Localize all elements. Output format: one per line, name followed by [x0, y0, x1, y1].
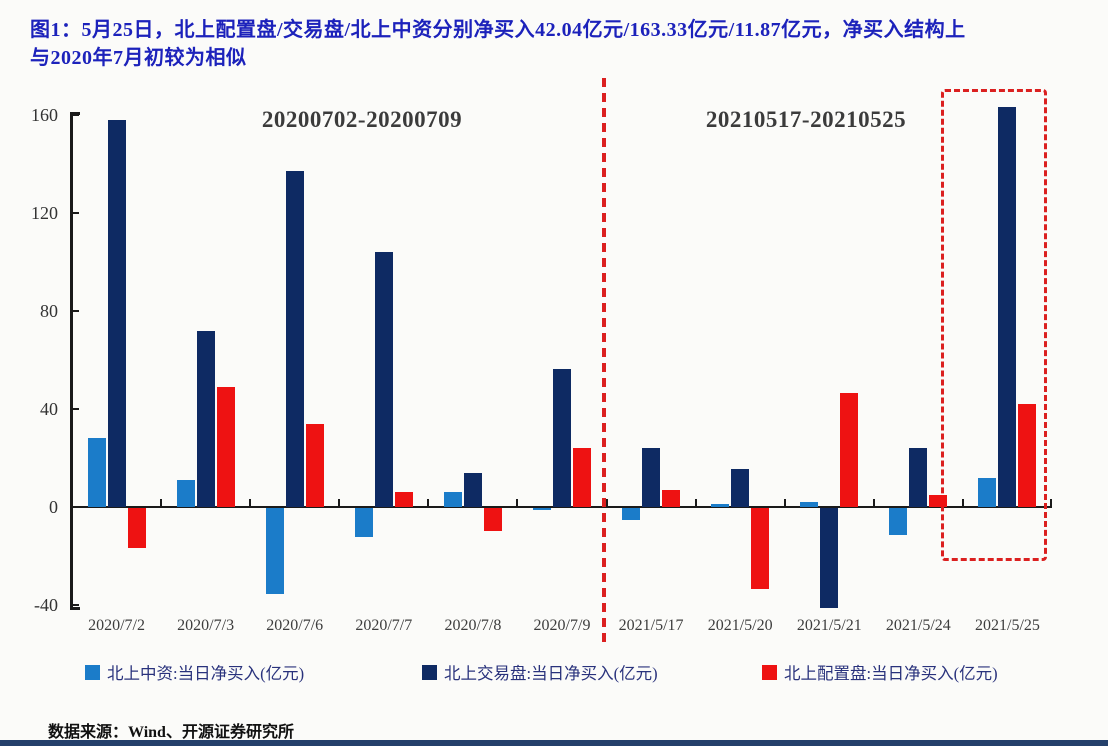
red-dashed-highlight-box [941, 89, 1047, 561]
legend-label-peizhipan: 北上配置盘:当日净买入(亿元) [784, 664, 998, 683]
legend-label-jiaoyipan: 北上交易盘:当日净买入(亿元) [444, 664, 658, 683]
x-category-label-2020/7/3: 2020/7/3 [177, 617, 235, 634]
period-label-2021: 20210517-20210525 [705, 107, 907, 132]
bar-series2-2021/5/24 [929, 494, 948, 507]
y-tick-mark [72, 114, 79, 116]
x-tick-mark [694, 499, 697, 506]
figure-title-line1: 图1：5月25日，北上配置盘/交易盘/北上中资分别净买入42.04亿元/163.… [30, 19, 966, 41]
y-axis-bottom-hook [70, 607, 80, 610]
y-tick-label-160: 160 [31, 105, 58, 125]
y-axis-line [70, 112, 73, 609]
legend-item-peizhipan: 北上配置盘:当日净买入(亿元) [762, 660, 998, 684]
x-category-label-2021/5/17: 2021/5/17 [618, 617, 684, 634]
x-category-label-2021/5/20: 2021/5/20 [707, 617, 773, 634]
x-tick-mark [338, 499, 341, 506]
legend-swatch-lightblue [85, 664, 100, 680]
bottom-rule [0, 740, 1108, 746]
bar-series2-2020/7/9 [573, 448, 591, 507]
figure-title-line2: 与2020年7月初较为相似 [30, 47, 247, 69]
x-tick-mark [516, 499, 519, 506]
bar-series2-2021/5/20 [751, 508, 770, 589]
bar-series1-2021/5/20 [731, 469, 750, 507]
x-category-label-2021/5/25: 2021/5/25 [975, 617, 1040, 634]
y-tick-mark [72, 408, 79, 410]
y-tick-label-40: 40 [40, 399, 58, 419]
bar-series1-2021/5/17 [642, 448, 661, 507]
bar-series2-2020/7/3 [216, 386, 235, 507]
x-tick-mark [961, 499, 964, 506]
period-label-2020: 20200702-20200709 [261, 107, 463, 132]
bar-series1-2021/5/25 [998, 106, 1017, 507]
x-category-label-2020/7/9: 2020/7/9 [533, 617, 591, 634]
x-tick-mark [249, 499, 252, 506]
bar-series0-2021/5/24 [889, 508, 908, 535]
y-tick-mark [72, 506, 79, 508]
bar-series0-2020/7/6 [265, 508, 284, 594]
x-tick-mark [427, 499, 430, 506]
bar-series1-2021/5/21 [820, 508, 839, 609]
bar-series1-2020/7/3 [196, 330, 215, 507]
bar-series0-2020/7/3 [176, 480, 195, 507]
x-category-label-2021/5/21: 2021/5/21 [796, 617, 862, 634]
y-axis-top-hook [70, 112, 80, 115]
x-tick-mark [605, 499, 608, 506]
y-tick-label-120: 120 [31, 203, 58, 223]
x-tick-mark [872, 499, 875, 506]
bar-series1-2020/7/6 [285, 171, 304, 507]
y-tick-mark [72, 310, 79, 312]
bar-series0-2020/7/8 [443, 492, 462, 507]
bar-series0-2021/5/25 [978, 477, 997, 507]
x-category-label-2020/7/6: 2020/7/6 [266, 617, 324, 634]
bar-series0-2020/7/2 [87, 438, 106, 507]
bar-series1-2020/7/7 [374, 252, 393, 507]
legend-item-zhongzi: 北上中资:当日净买入(亿元) [85, 660, 304, 684]
bar-series0-2021/5/17 [622, 508, 641, 521]
bar-series0-2020/7/9 [533, 508, 551, 511]
x-tick-mark [783, 499, 786, 506]
red-dashed-divider [602, 78, 606, 648]
x-category-label-2020/7/2: 2020/7/2 [88, 617, 145, 634]
x-category-label-2020/7/8: 2020/7/8 [444, 617, 502, 634]
y-tick-label--40: -40 [34, 595, 58, 615]
legend-item-jiaoyipan: 北上交易盘:当日净买入(亿元) [422, 660, 658, 684]
y-tick-label-80: 80 [40, 301, 58, 321]
data-source-note: 数据来源：Wind、开源证券研究所 [48, 724, 294, 741]
x-category-label-2021/5/24: 2021/5/24 [885, 617, 951, 634]
legend-swatch-red [762, 664, 777, 680]
bar-series2-2020/7/8 [483, 508, 502, 532]
bar-series0-2020/7/7 [354, 508, 373, 538]
y-tick-label-0: 0 [49, 497, 58, 517]
bar-series2-2021/5/17 [662, 489, 681, 507]
bar-series2-2020/7/7 [394, 492, 413, 507]
x-axis-line [70, 506, 1052, 508]
bar-series2-2020/7/2 [127, 508, 146, 549]
legend-swatch-navy [422, 664, 437, 680]
x-axis-end-hook [1050, 499, 1052, 507]
bar-series1-2021/5/24 [909, 448, 928, 507]
bar-series2-2020/7/6 [305, 423, 324, 507]
x-tick-mark [160, 499, 163, 506]
bar-series2-2021/5/25 [1018, 404, 1037, 507]
bar-series2-2021/5/21 [840, 393, 859, 507]
legend-label-zhongzi: 北上中资:当日净买入(亿元) [107, 664, 305, 683]
figure-title: 图1：5月25日，北上配置盘/交易盘/北上中资分别净买入42.04亿元/163.… [30, 16, 1092, 72]
bar-series0-2021/5/21 [800, 501, 819, 507]
y-tick-mark [72, 212, 79, 214]
bar-series1-2020/7/2 [107, 119, 126, 507]
y-tick-mark [72, 604, 79, 606]
bar-series1-2020/7/8 [463, 472, 482, 507]
bar-series1-2020/7/9 [553, 368, 571, 507]
bar-series0-2021/5/20 [711, 504, 730, 507]
x-category-label-2020/7/7: 2020/7/7 [355, 617, 413, 634]
